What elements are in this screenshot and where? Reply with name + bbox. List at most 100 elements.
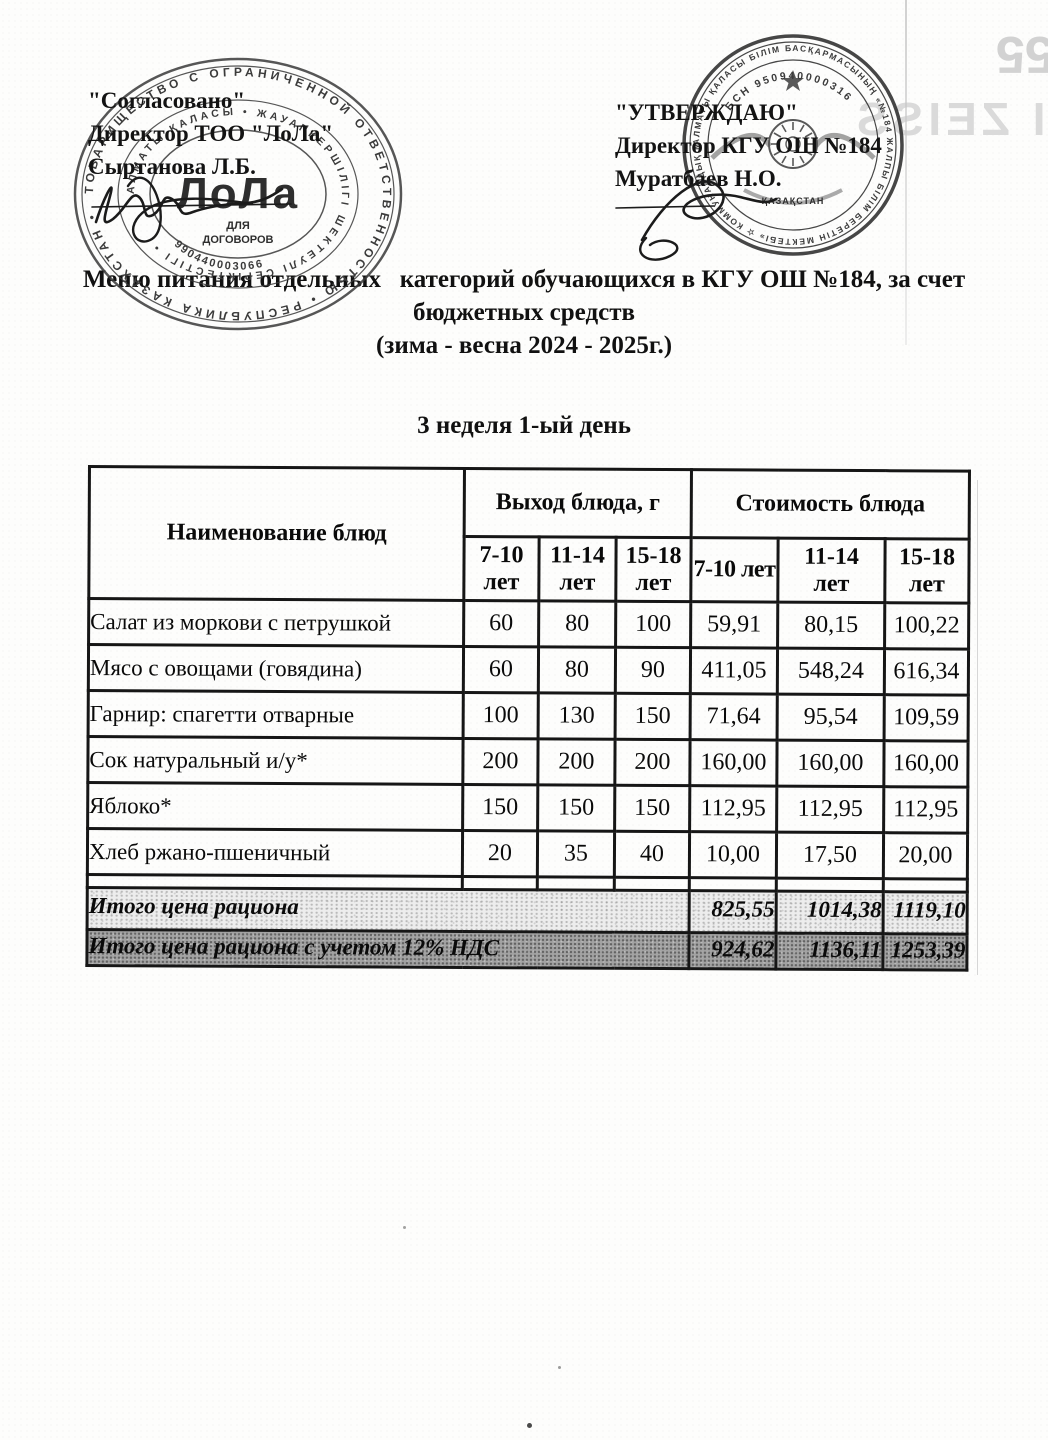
- cost-cell: 80,15: [777, 602, 885, 649]
- dish-name-cell: Мясо с овощами (говядина): [88, 644, 464, 693]
- table-row: Мясо с овощами (говядина) 60 80 90 411,0…: [88, 644, 969, 696]
- approval-block-right: "УТВЕРЖДАЮ" Директор КГУ ОШ №184 Муратба…: [615, 96, 882, 195]
- col-header-weight-age1: 7-10 лет: [463, 536, 540, 601]
- cost-cell: 20,00: [883, 832, 968, 880]
- dish-name-cell: Гарнир: спагетти отварные: [88, 690, 464, 739]
- dish-name-cell: Салат из моркови с петрушкой: [88, 598, 464, 647]
- weight-cell: 80: [538, 646, 616, 694]
- week-day-subtitle: 3 неделя 1-ый день: [417, 412, 631, 439]
- scan-edge-line: [977, 480, 978, 975]
- col-header-cost-age2: 11-14 лет: [777, 538, 886, 603]
- total-vat-cost-cell: 924,62: [688, 932, 777, 970]
- approval-left-line1: "Согласовано": [88, 88, 246, 113]
- col-header-cost-age3: 15-18 лет: [884, 538, 970, 604]
- cost-cell: 616,34: [884, 648, 969, 696]
- weight-cell: 40: [614, 831, 690, 878]
- title-line3: (зима - весна 2024 - 2025г.): [375, 332, 673, 359]
- weight-cell: 100: [463, 692, 539, 739]
- cost-cell: 112,95: [689, 785, 777, 833]
- weight-cell: 60: [463, 646, 539, 693]
- approval-block-left: "Согласовано" Директор ТОО "ЛоЛа" Сыртан…: [88, 84, 333, 183]
- paper-fold-line: [905, 0, 907, 345]
- table-row: Сок натуральный и/у* 200 200 200 160,00 …: [87, 736, 969, 788]
- total-vat-cost-cell: 1136,11: [775, 933, 884, 970]
- spacer-cell: [689, 877, 777, 892]
- dish-name-cell: Яблоко*: [87, 782, 463, 831]
- weight-cell: 60: [463, 600, 539, 647]
- total-cost-cell: 825,55: [689, 890, 777, 934]
- menu-table: Наименование блюд Выход блюда, г Стоимос…: [85, 465, 971, 972]
- emblem-star-icon: [782, 70, 804, 91]
- weight-cell: 150: [614, 785, 690, 832]
- cost-cell: 112,95: [883, 786, 968, 834]
- weight-cell: 35: [537, 830, 615, 878]
- weight-cell: 150: [537, 784, 615, 832]
- cost-cell: 100,22: [884, 602, 969, 650]
- weight-cell: 150: [615, 693, 691, 740]
- spacer-cell: [883, 878, 968, 893]
- cost-cell: 95,54: [777, 694, 885, 741]
- weight-cell: 200: [462, 738, 539, 785]
- col-header-weight-age3: 15-18 лет: [615, 537, 692, 602]
- total-cost-cell: 1119,10: [883, 891, 968, 935]
- approval-right-line2: Директор КГУ ОШ №184: [615, 133, 882, 158]
- weight-cell: 20: [462, 830, 538, 877]
- dish-name-cell: Сок натуральный и/у*: [87, 736, 464, 785]
- col-header-weight-age2: 11-14 лет: [538, 536, 617, 602]
- stamp-center-line1: ДЛЯ: [226, 220, 250, 232]
- spacer-cell: [537, 876, 615, 891]
- total-vat-row: Итого цена рациона с учетом 12% НДС 924,…: [86, 929, 968, 971]
- dish-name-cell: Хлеб ржано-пшеничный: [87, 828, 463, 877]
- cost-cell: 160,00: [776, 740, 885, 787]
- weight-cell: 80: [538, 600, 616, 648]
- spacer-cell: [614, 877, 690, 891]
- weight-cell: 200: [614, 739, 691, 786]
- cost-cell: 17,50: [776, 832, 884, 879]
- spacer-cell: [776, 878, 884, 892]
- total-label: Итого цена рациона: [87, 887, 690, 933]
- table-row: Яблоко* 150 150 150 112,95 112,95 112,95: [87, 782, 968, 834]
- cost-cell: 548,24: [777, 648, 885, 695]
- cost-cell: 10,00: [689, 831, 777, 879]
- weight-cell: 130: [538, 692, 616, 740]
- col-header-dish-name: Наименование блюд: [88, 466, 465, 601]
- total-vat-label: Итого цена рациона с учетом 12% НДС: [86, 929, 690, 969]
- table-row: Хлеб ржано-пшеничный 20 35 40 10,00 17,5…: [87, 828, 968, 880]
- weight-cell: 90: [615, 647, 691, 694]
- title-line2: бюджетных средств: [413, 299, 635, 326]
- weight-cell: 150: [462, 784, 538, 831]
- col-group-cost: Стоимость блюда: [691, 469, 970, 540]
- approval-right-line1: "УТВЕРЖДАЮ": [615, 100, 798, 125]
- title-line1: Меню питания отдельных категорий обучающ…: [82, 266, 966, 293]
- approval-left-line3: Сыртанова Л.Б.: [88, 154, 256, 179]
- emblem-banner-label: ҚАЗАҚСТАН: [762, 196, 825, 206]
- col-group-weight: Выход блюда, г: [464, 468, 692, 538]
- weight-cell: 200: [537, 738, 616, 786]
- ink-speck: [403, 1226, 406, 1229]
- stamp-center-line2: ДОГОВОРОВ: [203, 234, 274, 246]
- spacer-cell: [462, 876, 538, 890]
- cost-cell: 160,00: [883, 740, 969, 788]
- cost-cell: 160,00: [689, 739, 778, 787]
- approval-right-line3: Муратбаев Н.О.: [615, 166, 782, 191]
- table-header-groups: Наименование блюд Выход блюда, г Стоимос…: [88, 466, 970, 601]
- state-seal-icon: АЛМАТЫ ҚАЛАСЫ БІЛІМ БАСҚАРМАСЫНЫҢ «№184 …: [671, 24, 911, 267]
- cost-cell: 411,05: [690, 647, 778, 695]
- total-cost-cell: 1014,38: [776, 891, 884, 934]
- total-row: Итого цена рациона 825,55 1014,38 1119,1…: [87, 887, 968, 935]
- total-vat-cost-cell: 1253,39: [882, 933, 968, 971]
- corner-scan-number: 55: [996, 25, 1048, 83]
- cost-cell: 71,64: [690, 693, 778, 741]
- table-row: Гарнир: спагетти отварные 100 130 150 71…: [88, 690, 969, 742]
- approval-left-line2: Директор ТОО "ЛоЛа": [88, 121, 334, 146]
- cost-cell: 109,59: [884, 694, 969, 742]
- ink-speck: [558, 1366, 561, 1369]
- col-header-cost-age1: 7-10 лет: [690, 537, 779, 603]
- signature-right-tail-icon: [639, 236, 679, 261]
- table-row: Салат из моркови с петрушкой 60 80 100 5…: [88, 598, 969, 650]
- cost-cell: 59,91: [690, 601, 778, 649]
- cost-cell: 112,95: [776, 786, 884, 833]
- document-title: Меню питания отдельных категорий обучающ…: [0, 263, 1048, 362]
- weight-cell: 100: [615, 601, 691, 648]
